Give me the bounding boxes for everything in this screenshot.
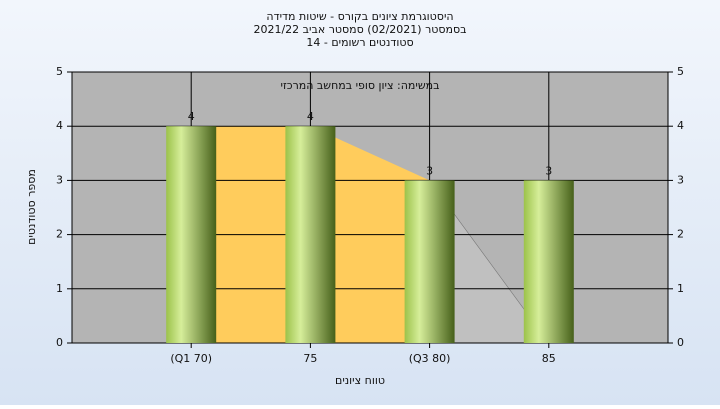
title-line: היסטוגרמת ציונים בקורס - שיטות מדידה	[266, 10, 453, 23]
title-line: סטודנטים רשומים - 14	[306, 36, 413, 49]
bar	[523, 180, 574, 343]
y2-tick-label: 2	[677, 228, 684, 241]
x-tick-label: 85	[542, 352, 556, 365]
y2-tick-label: 0	[677, 336, 684, 349]
y-tick-label: 3	[56, 173, 63, 186]
y-tick-label: 4	[56, 119, 63, 132]
y2-tick-label: 4	[677, 119, 684, 132]
x-tick-label: 75	[303, 352, 317, 365]
bar	[285, 126, 336, 343]
value-label: 3	[545, 164, 552, 177]
x-tick-label: (Q3 80)	[409, 352, 451, 365]
bar	[404, 180, 455, 343]
value-label: 4	[307, 110, 314, 123]
y-axis-label: מספר סטודנטים	[25, 169, 38, 245]
y2-tick-label: 3	[677, 173, 684, 186]
y-tick-label: 5	[56, 65, 63, 78]
y-tick-label: 0	[56, 336, 63, 349]
annotation: במשימה: ציון סופי במחשב המרכזי	[280, 79, 439, 92]
y-tick-label: 1	[56, 282, 63, 295]
value-label: 4	[188, 110, 195, 123]
bar	[166, 126, 217, 343]
x-axis-label: טווח ציונים	[335, 374, 385, 387]
x-tick-label: (Q1 70)	[170, 352, 212, 365]
title-line: בסמסטר (02/2021) סמסטר אביב 2021/22	[253, 23, 466, 36]
y-tick-label: 2	[56, 228, 63, 241]
y2-tick-label: 1	[677, 282, 684, 295]
y2-tick-label: 5	[677, 65, 684, 78]
value-label: 3	[426, 164, 433, 177]
